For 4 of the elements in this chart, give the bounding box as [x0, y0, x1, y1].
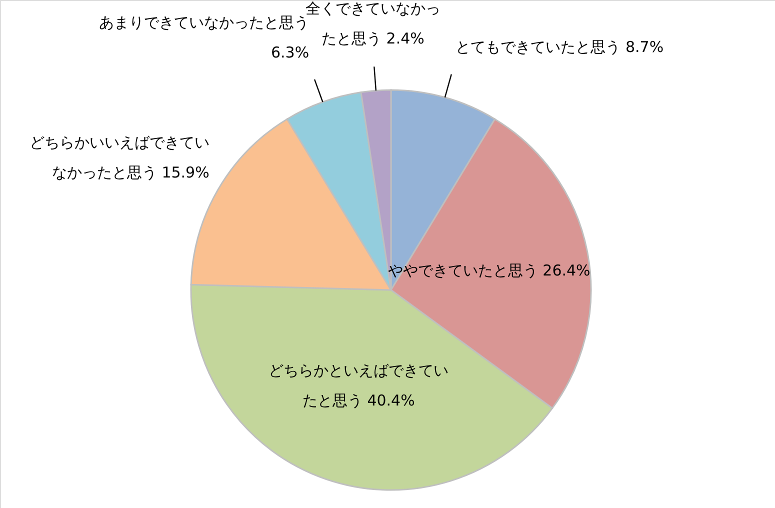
- slice-label: どちらかいいえばできていなかったと思う 15.9%: [29, 134, 210, 182]
- slice-label: とてもできていたと思う 8.7%: [456, 38, 664, 56]
- slice-label: どちらかといえばできていたと思う 40.4%: [268, 362, 449, 410]
- slice-label: ややできていたと思う 26.4%: [388, 262, 590, 280]
